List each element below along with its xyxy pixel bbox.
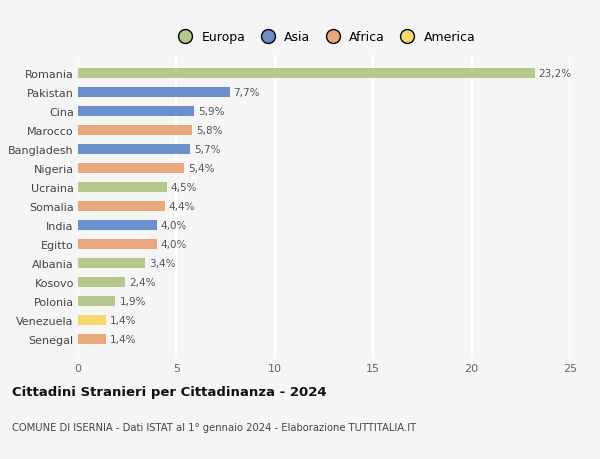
- Bar: [78, 202, 164, 212]
- Bar: [78, 277, 125, 287]
- Text: COMUNE DI ISERNIA - Dati ISTAT al 1° gennaio 2024 - Elaborazione TUTTITALIA.IT: COMUNE DI ISERNIA - Dati ISTAT al 1° gen…: [12, 422, 416, 432]
- Text: 1,4%: 1,4%: [109, 315, 136, 325]
- Text: 4,5%: 4,5%: [170, 183, 197, 193]
- Bar: [78, 315, 106, 325]
- Text: Cittadini Stranieri per Cittadinanza - 2024: Cittadini Stranieri per Cittadinanza - 2…: [12, 386, 326, 398]
- Text: 7,7%: 7,7%: [233, 88, 260, 98]
- Bar: [78, 239, 157, 250]
- Legend: Europa, Asia, Africa, America: Europa, Asia, Africa, America: [173, 31, 475, 44]
- Bar: [78, 220, 157, 231]
- Text: 4,0%: 4,0%: [161, 220, 187, 230]
- Text: 5,8%: 5,8%: [196, 126, 223, 136]
- Bar: [78, 126, 192, 136]
- Text: 5,7%: 5,7%: [194, 145, 221, 155]
- Text: 4,0%: 4,0%: [161, 240, 187, 249]
- Bar: [78, 106, 194, 117]
- Bar: [78, 145, 190, 155]
- Text: 5,9%: 5,9%: [198, 107, 224, 117]
- Text: 23,2%: 23,2%: [539, 69, 572, 79]
- Bar: [78, 88, 230, 98]
- Bar: [78, 334, 106, 344]
- Text: 1,9%: 1,9%: [119, 296, 146, 306]
- Text: 2,4%: 2,4%: [129, 277, 155, 287]
- Bar: [78, 296, 115, 307]
- Text: 5,4%: 5,4%: [188, 164, 215, 174]
- Text: 4,4%: 4,4%: [169, 202, 195, 212]
- Text: 1,4%: 1,4%: [109, 334, 136, 344]
- Bar: [78, 258, 145, 269]
- Bar: [78, 182, 167, 193]
- Text: 3,4%: 3,4%: [149, 258, 175, 269]
- Bar: [78, 69, 535, 79]
- Bar: [78, 163, 184, 174]
